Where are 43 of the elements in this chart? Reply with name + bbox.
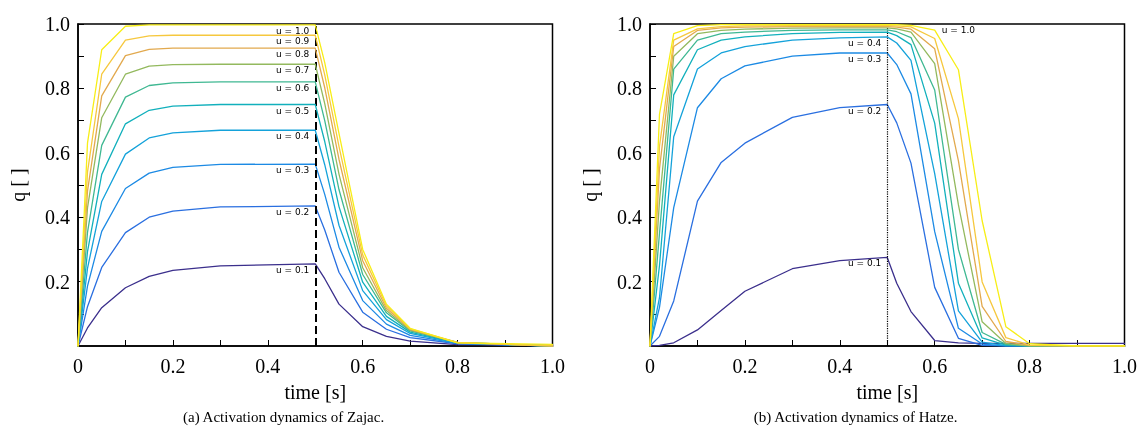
x-tick-label: 0.8 — [445, 355, 471, 377]
x-tick-label: 1.0 — [540, 355, 565, 377]
y-tick-label: 0.4 — [45, 206, 70, 229]
y-axis-title: q [ ] — [7, 168, 30, 202]
y-tick-label: 0.2 — [617, 270, 642, 293]
x-tick-label: 0.6 — [922, 355, 948, 377]
series-label: u = 0.5 — [275, 105, 310, 116]
y-tick-label: 0.6 — [617, 141, 642, 164]
series-label: u = 0.1 — [847, 258, 882, 269]
y-tick-label: 1.0 — [45, 13, 70, 35]
x-tick-label: 1.0 — [1112, 355, 1137, 377]
series-label: u = 0.2 — [847, 105, 882, 116]
series-label: u = 0.2 — [275, 206, 310, 217]
x-tick-label: 0.4 — [827, 355, 853, 377]
series-label: u = 0.4 — [847, 37, 882, 48]
x-axis-title: time [s] — [284, 381, 347, 403]
series-label: u = 0.3 — [847, 53, 882, 64]
series-label: u = 0.4 — [275, 131, 310, 142]
x-tick-label: 0 — [73, 355, 83, 377]
y-tick-label: 0.8 — [45, 77, 70, 100]
x-tick-label: 0.8 — [1017, 355, 1043, 377]
y-tick-label: 0.2 — [45, 270, 70, 293]
x-tick-label: 0.4 — [255, 355, 281, 377]
series-label: u = 0.9 — [275, 36, 310, 47]
y-tick-label: 1.0 — [617, 13, 642, 35]
series-label: u = 0.1 — [275, 264, 310, 275]
series-label: u = 0.7 — [275, 65, 310, 76]
x-tick-label: 0 — [645, 355, 655, 377]
y-tick-label: 0.8 — [617, 77, 642, 100]
text: (b) Activation dynamics of Hatze. — [753, 408, 958, 426]
x-tick-label: 0.2 — [160, 355, 186, 377]
series-label: u = 1.0 — [941, 25, 976, 36]
series-label: u = 1.0 — [275, 25, 310, 36]
series-label: u = 0.3 — [275, 165, 310, 176]
x-tick-label: 0.6 — [350, 355, 376, 377]
series-label: u = 0.8 — [275, 49, 310, 60]
x-axis-title: time [s] — [856, 381, 919, 403]
x-tick-label: 0.2 — [732, 355, 758, 377]
y-tick-label: 0.6 — [45, 141, 70, 164]
text: (a) Activation dynamics of Zajac. — [183, 408, 385, 426]
y-tick-label: 0.4 — [617, 206, 642, 229]
y-axis-title: q [ ] — [579, 168, 602, 202]
series-label: u = 0.6 — [275, 82, 310, 93]
